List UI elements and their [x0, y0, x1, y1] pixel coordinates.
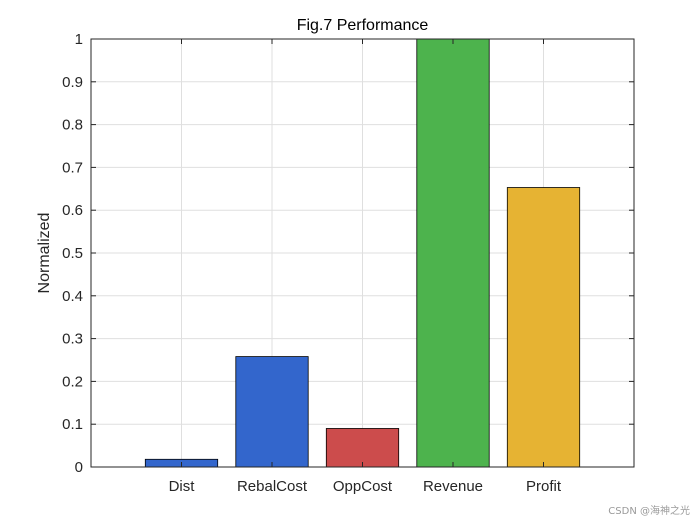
- y-tick-label: 0: [75, 459, 83, 476]
- x-tick-label: RebalCost: [237, 478, 308, 495]
- bar-rebalcost: [235, 356, 309, 468]
- watermark: CSDN @海神之光: [608, 506, 690, 517]
- x-tick-label: Profit: [526, 478, 562, 495]
- x-tick-label: Revenue: [423, 478, 483, 495]
- y-tick-label: 1: [75, 31, 83, 48]
- y-tick-label: 0.1: [62, 416, 83, 433]
- bar-oppcost: [325, 428, 400, 468]
- y-tick-label: 0.6: [62, 202, 83, 219]
- bars: [144, 38, 581, 468]
- x-tick-label: Dist: [169, 478, 196, 495]
- y-tick-label: 0.7: [62, 159, 83, 176]
- chart-title: Fig.7 Performance: [297, 17, 429, 34]
- bar-profit: [506, 187, 581, 468]
- y-tick-label: 0.5: [62, 245, 83, 262]
- bar-revenue: [416, 38, 490, 468]
- y-tick-labels: 0 0.1 0.2 0.3 0.4 0.5 0.6 0.7 0.8 0.9 1: [62, 31, 83, 476]
- y-axis-label: Normalized: [36, 213, 53, 294]
- x-tick-label: OppCost: [333, 478, 393, 495]
- y-tick-label: 0.2: [62, 373, 83, 390]
- y-tick-label: 0.8: [62, 117, 83, 134]
- tick-marks: [91, 38, 634, 468]
- y-tick-label: 0.4: [62, 288, 83, 305]
- y-tick-label: 0.9: [62, 74, 83, 91]
- y-tick-label: 0.3: [62, 331, 83, 348]
- x-tick-labels: Dist RebalCost OppCost Revenue Profit: [169, 478, 562, 495]
